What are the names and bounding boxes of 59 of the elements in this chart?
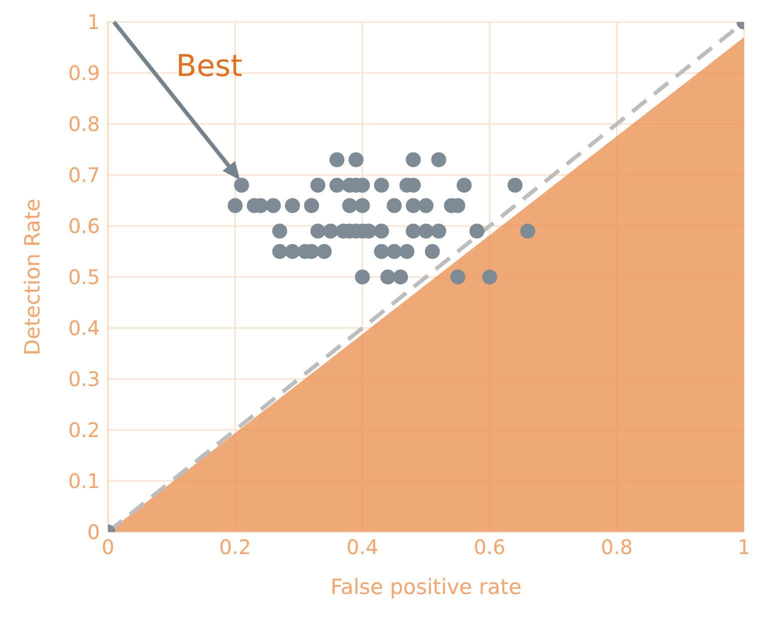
y-tick-label: 1 — [87, 10, 100, 34]
point — [329, 152, 344, 168]
point — [234, 178, 250, 193]
point — [310, 224, 326, 239]
point — [374, 178, 389, 193]
point — [520, 224, 536, 239]
annotation: Best — [176, 49, 243, 84]
point — [329, 178, 344, 193]
y-tick-label: 0.3 — [68, 367, 100, 392]
point — [266, 198, 281, 214]
point — [316, 244, 332, 259]
point — [272, 224, 288, 239]
point — [348, 152, 364, 168]
y-tick-label: 0.5 — [68, 265, 100, 290]
x-tick-label: 0.8 — [600, 535, 633, 560]
y-tick-label: 0.9 — [68, 61, 100, 86]
x-tick-label: 0.6 — [474, 535, 506, 560]
point — [380, 270, 396, 284]
point — [431, 224, 446, 239]
point — [418, 198, 434, 214]
point — [354, 270, 370, 284]
y-tick-label: 0.6 — [68, 214, 100, 238]
point — [354, 198, 370, 214]
point — [456, 178, 472, 193]
point — [310, 178, 326, 193]
x-axis-title: False positive rate — [330, 575, 522, 599]
x-tick-label: 1 — [738, 535, 750, 560]
point — [304, 198, 320, 214]
point — [406, 152, 421, 168]
point — [424, 244, 440, 259]
point — [374, 244, 389, 259]
point — [399, 244, 414, 259]
y-tick-label: 0 — [87, 520, 100, 544]
point — [431, 152, 446, 168]
point — [386, 198, 402, 214]
point — [418, 224, 434, 239]
point — [393, 270, 408, 284]
point — [284, 244, 300, 259]
y-tick-label: 0.7 — [68, 163, 100, 188]
x-tick-label: 0.4 — [346, 535, 378, 560]
point — [323, 224, 338, 239]
point — [386, 244, 402, 259]
point — [450, 270, 466, 284]
y-tick-label: 0.2 — [68, 418, 100, 442]
x-tick-label: 0.2 — [219, 535, 252, 560]
y-tick-label: 0.1 — [68, 469, 100, 494]
y-axis-title: Detection Rate — [20, 198, 44, 356]
point — [228, 198, 243, 214]
point — [374, 224, 389, 239]
y-tick-label: 0.4 — [68, 316, 100, 340]
point — [469, 224, 484, 239]
point — [284, 198, 300, 214]
point — [482, 270, 498, 284]
point — [406, 224, 421, 239]
point — [508, 178, 523, 193]
y-tick-label: 0.8 — [68, 112, 100, 136]
point — [342, 198, 358, 214]
point — [272, 244, 288, 259]
point — [406, 198, 421, 214]
